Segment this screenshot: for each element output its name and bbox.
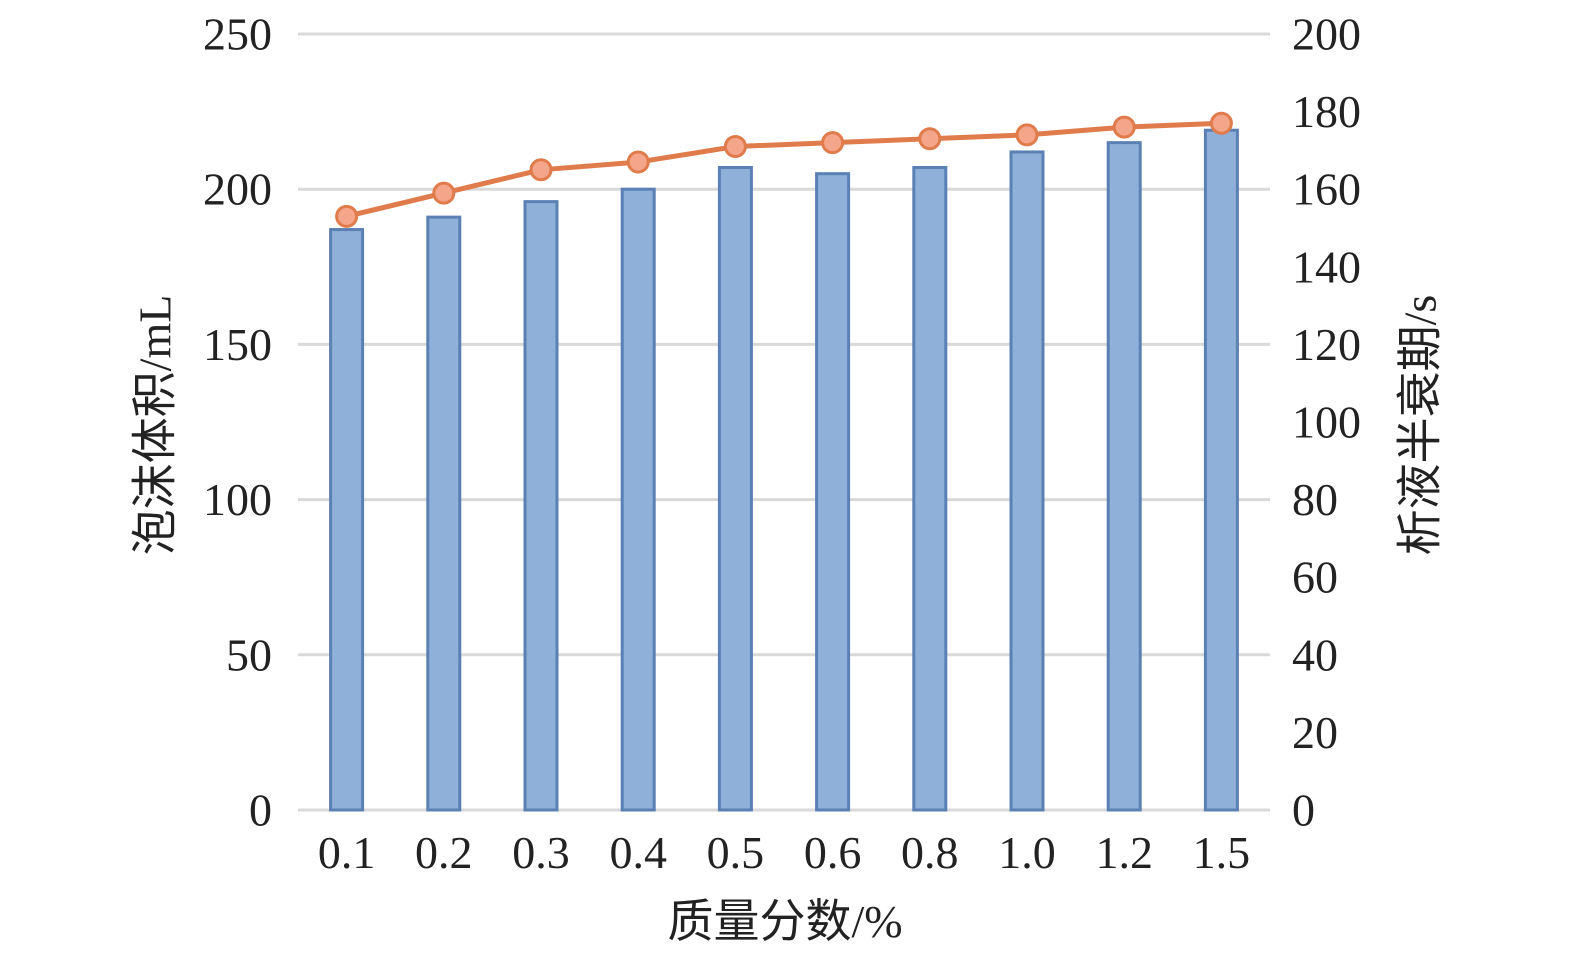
bar-series xyxy=(329,128,1239,812)
bar xyxy=(1106,141,1142,812)
y2-tick-label: 20 xyxy=(1292,707,1338,758)
line-point xyxy=(432,181,456,205)
series-line xyxy=(346,120,1222,219)
x-tick-label: 0.8 xyxy=(901,827,959,878)
y2-tick-label: 140 xyxy=(1292,241,1361,292)
y2-tick-label: 200 xyxy=(1292,9,1361,60)
x-tick-label: 1.5 xyxy=(1193,827,1251,878)
y-tick-label: 200 xyxy=(203,164,272,215)
y-tick-label: 150 xyxy=(203,319,272,370)
x-tick-label: 1.2 xyxy=(1095,827,1153,878)
y2-tick-label: 60 xyxy=(1292,552,1338,603)
x-tick-label: 0.3 xyxy=(512,827,570,878)
line-point xyxy=(1112,115,1136,139)
y-axis-left: 0 50 100 150 200 250 xyxy=(203,9,272,836)
line-point xyxy=(1209,111,1233,135)
y2-tick-label: 80 xyxy=(1292,474,1338,525)
y-axis-right: 0 20 40 60 80 100 120 140 160 180 200 xyxy=(1292,9,1361,836)
line-point xyxy=(335,204,359,228)
y-axis-title: 泡沫体积/mL xyxy=(130,295,181,556)
bar xyxy=(523,200,559,812)
y2-tick-label: 160 xyxy=(1292,164,1361,215)
y-tick-label: 0 xyxy=(249,785,272,836)
bar xyxy=(1009,150,1045,812)
y-tick-label: 50 xyxy=(226,629,272,680)
y2-tick-label: 0 xyxy=(1292,785,1315,836)
x-tick-label: 0.6 xyxy=(804,827,862,878)
y-tick-label: 100 xyxy=(203,474,272,525)
bar xyxy=(620,187,656,812)
y-tick-label: 250 xyxy=(203,9,272,60)
x-axis-title: 质量分数/% xyxy=(667,896,902,947)
x-tick-label: 0.1 xyxy=(318,827,376,878)
bar xyxy=(329,228,365,812)
y2-tick-label: 40 xyxy=(1292,629,1338,680)
line-point xyxy=(1015,123,1039,147)
y2-tick-label: 120 xyxy=(1292,319,1361,370)
line-point xyxy=(723,135,747,159)
bar xyxy=(815,172,851,812)
line-point xyxy=(626,150,650,174)
line-point xyxy=(821,131,845,155)
x-tick-label: 0.4 xyxy=(609,827,667,878)
bar xyxy=(426,215,462,812)
line-point xyxy=(529,158,553,182)
y2-axis-title: 析液半衰期/s xyxy=(1395,295,1446,556)
bar xyxy=(1203,128,1239,812)
y2-tick-label: 180 xyxy=(1292,86,1361,137)
x-axis: 0.1 0.2 0.3 0.4 0.5 0.6 0.8 1.0 1.2 1.5 xyxy=(318,827,1250,878)
line-point xyxy=(918,127,942,151)
line-series xyxy=(335,111,1233,228)
y2-tick-label: 100 xyxy=(1292,397,1361,448)
x-tick-label: 0.5 xyxy=(707,827,765,878)
bar xyxy=(912,165,948,812)
x-tick-label: 1.0 xyxy=(998,827,1056,878)
bar xyxy=(717,165,753,812)
x-tick-label: 0.2 xyxy=(415,827,473,878)
